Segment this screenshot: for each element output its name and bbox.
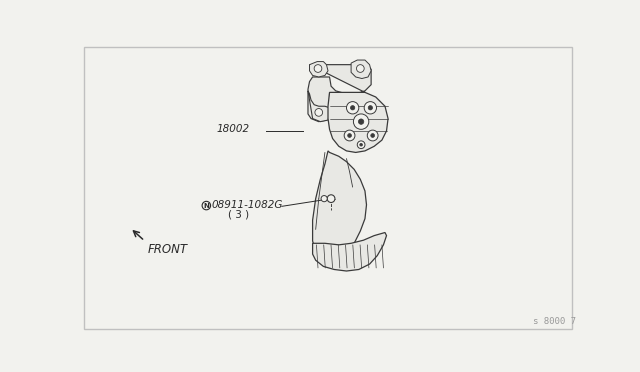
Circle shape (314, 65, 322, 73)
Polygon shape (308, 91, 330, 122)
Circle shape (353, 114, 369, 129)
Circle shape (344, 130, 355, 141)
Circle shape (348, 134, 351, 137)
Circle shape (358, 119, 364, 124)
Circle shape (327, 195, 335, 202)
Polygon shape (312, 151, 367, 260)
Polygon shape (351, 60, 371, 78)
Polygon shape (310, 62, 328, 77)
Circle shape (315, 109, 323, 116)
Circle shape (371, 134, 374, 137)
Text: 08911-1082G: 08911-1082G (212, 200, 283, 210)
Circle shape (321, 196, 327, 202)
Polygon shape (312, 232, 387, 271)
Text: 18002: 18002 (216, 124, 250, 134)
Circle shape (364, 102, 376, 114)
Text: ( 3 ): ( 3 ) (228, 209, 249, 219)
Circle shape (346, 102, 359, 114)
Text: FRONT: FRONT (148, 243, 188, 256)
Circle shape (357, 141, 365, 148)
Circle shape (351, 106, 355, 110)
Polygon shape (328, 92, 388, 153)
Circle shape (360, 143, 362, 146)
Text: s 8000 7: s 8000 7 (533, 317, 576, 327)
Polygon shape (308, 65, 371, 122)
Circle shape (356, 65, 364, 73)
Circle shape (368, 106, 372, 110)
Text: N: N (204, 203, 209, 209)
Circle shape (367, 130, 378, 141)
